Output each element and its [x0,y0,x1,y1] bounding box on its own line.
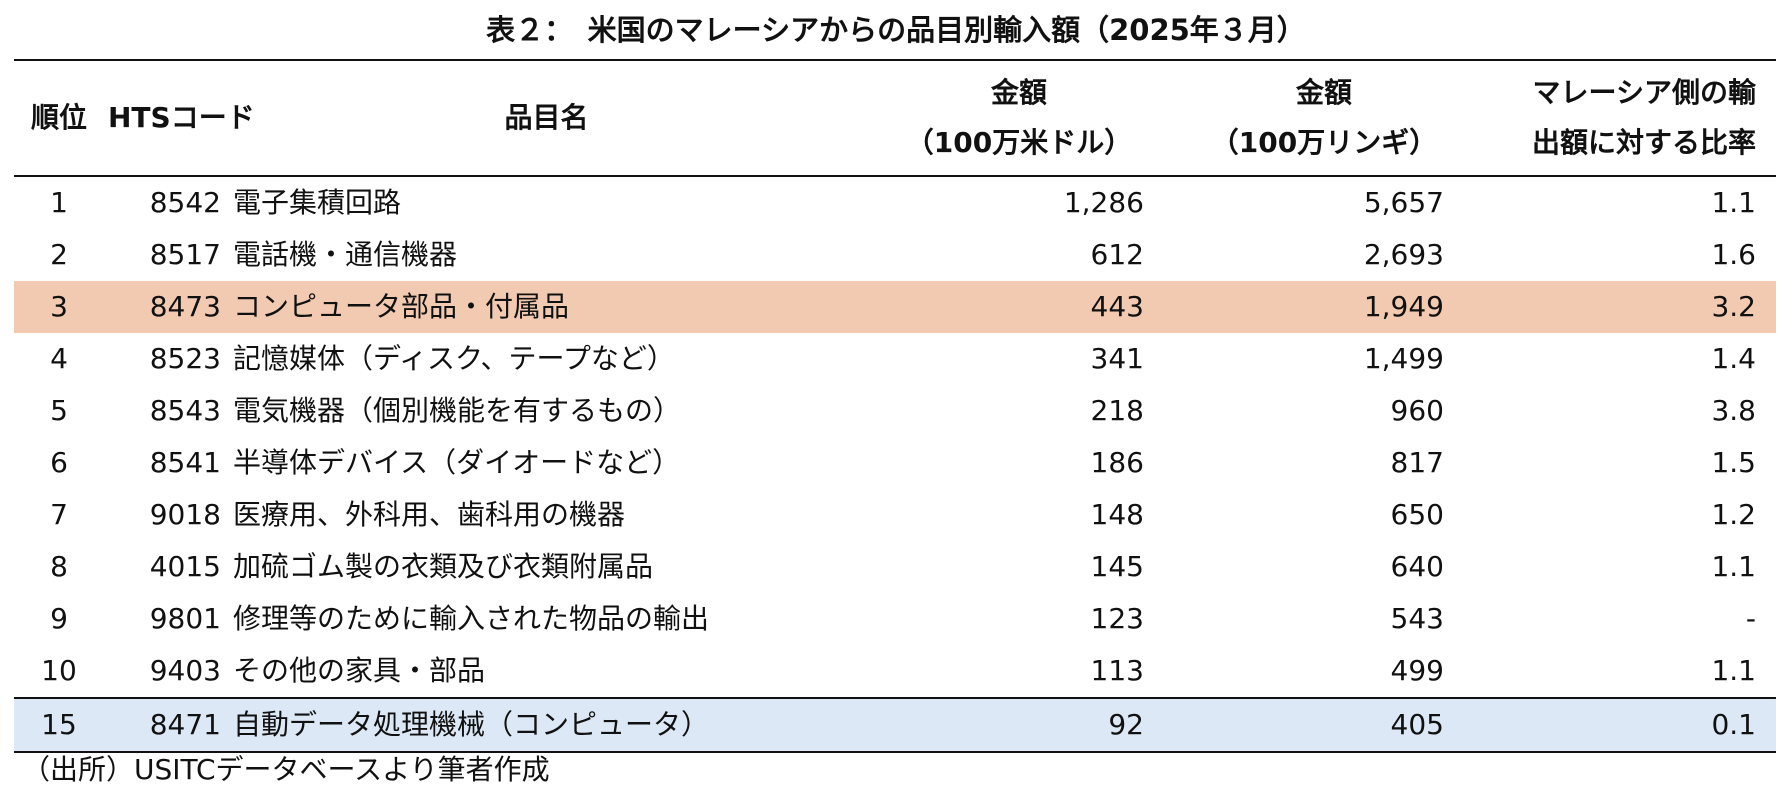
cell-item-name: 医療用、外科用、歯科用の機器 [233,498,626,531]
cell-amount-myr: 1,949 [1174,281,1474,333]
cell-item-name: 自動データ処理機械（コンピュータ） [229,697,864,753]
header-export-ratio-line1: マレーシア側の輸 [1532,76,1756,109]
cell-amount-myr: 5,657 [1363,186,1444,219]
header-rank: 順位 [14,59,104,177]
cell-amount-usd: 145 [1090,550,1144,583]
table-row: 7 9018 医療用、外科用、歯科用の機器 148 650 1.2 [14,489,1776,541]
header-amount-myr: 金額 （100万リンギ） [1174,59,1474,177]
cell-item-name: 電話機・通信機器 [233,238,458,271]
cell-amount-myr: 1,499 [1363,342,1444,375]
header-export-ratio: マレーシア側の輸 出額に対する比率 [1474,59,1776,177]
table-row: 10 9403 その他の家具・部品 113 499 1.1 [14,645,1776,698]
cell-rank: 5 [50,394,68,427]
cell-rank: 4 [50,342,68,375]
cell-amount-myr: 650 [1390,498,1444,531]
cell-rank: 6 [50,446,68,479]
cell-hts-code: 8541 [149,446,221,479]
cell-rank: 15 [14,697,104,753]
cell-export-ratio: 1.1 [1711,654,1756,687]
cell-rank: 8 [50,550,68,583]
table-title: 表２： 米国のマレーシアからの品目別輸入額（2025年３月） [486,13,1306,47]
cell-rank: 10 [41,654,77,687]
cell-amount-usd: 1,286 [1063,186,1144,219]
cell-amount-usd: 612 [1090,238,1144,271]
cell-item-name: 電子集積回路 [233,186,402,219]
header-row: 順位 HTSコード 品目名 金額 （100万米ドル） 金額 （100万リンギ） … [14,59,1776,177]
table-row: 9 9801 修理等のために輸入された物品の輸出 123 543 - [14,593,1776,645]
cell-hts-code: 8517 [149,238,221,271]
cell-item-name: 修理等のために輸入された物品の輸出 [233,602,710,635]
cell-rank: 7 [50,498,68,531]
cell-export-ratio: 3.2 [1474,281,1776,333]
header-amount-myr-line2: （100万リンギ） [1210,126,1438,159]
cell-export-ratio: 1.1 [1711,550,1756,583]
cell-hts-code: 9801 [149,602,221,635]
cell-amount-usd: 123 [1090,602,1144,635]
cell-amount-usd: 92 [864,697,1174,753]
cell-amount-usd: 186 [1090,446,1144,479]
cell-export-ratio: - [1745,602,1756,635]
cell-export-ratio: 1.2 [1711,498,1756,531]
cell-item-name: コンピュータ部品・付属品 [229,281,864,333]
cell-item-name: 加硫ゴム製の衣類及び衣類附属品 [233,550,654,583]
cell-export-ratio: 1.5 [1711,446,1756,479]
cell-amount-myr: 543 [1390,602,1444,635]
table-container: 順位 HTSコード 品目名 金額 （100万米ドル） 金額 （100万リンギ） … [14,59,1776,753]
import-table: 順位 HTSコード 品目名 金額 （100万米ドル） 金額 （100万リンギ） … [14,59,1776,753]
cell-amount-usd: 113 [1090,654,1144,687]
header-export-ratio-line2: 出額に対する比率 [1531,126,1756,159]
cell-export-ratio: 3.8 [1711,394,1756,427]
cell-amount-usd: 218 [1090,394,1144,427]
header-hts-code: HTSコード [104,59,255,177]
cell-export-ratio: 1.4 [1711,342,1756,375]
cell-amount-myr: 640 [1390,550,1444,583]
cell-hts-code: 8542 [149,186,221,219]
table-row: 2 8517 電話機・通信機器 612 2,693 1.6 [14,229,1776,281]
header-amount-usd-line1: 金額 [990,76,1047,109]
table-row-highlighted: 15 8471 自動データ処理機械（コンピュータ） 92 405 0.1 [14,697,1776,753]
table-body: 1 8542 電子集積回路 1,286 5,657 1.1 2 8517 電話機… [14,176,1776,753]
cell-export-ratio: 0.1 [1474,697,1776,753]
table-row: 4 8523 記憶媒体（ディスク、テープなど） 341 1,499 1.4 [14,333,1776,385]
cell-item-name: 電気機器（個別機能を有するもの） [233,394,682,427]
cell-amount-usd: 148 [1090,498,1144,531]
cell-rank: 2 [50,238,68,271]
cell-export-ratio: 1.1 [1711,186,1756,219]
cell-hts-code: 9403 [149,654,221,687]
table-row-highlighted: 3 8473 コンピュータ部品・付属品 443 1,949 3.2 [14,281,1776,333]
cell-amount-myr: 2,693 [1363,238,1444,271]
cell-hts-code: 4015 [149,550,221,583]
cell-hts-code: 9018 [149,498,221,531]
table-row: 5 8543 電気機器（個別機能を有するもの） 218 960 3.8 [14,385,1776,437]
header-amount-usd: 金額 （100万米ドル） [864,59,1174,177]
cell-amount-usd: 443 [864,281,1174,333]
cell-item-name: その他の家具・部品 [233,654,486,687]
source-note: （出所）USITCデータベースより筆者作成 [22,753,550,786]
cell-hts-code: 8543 [149,394,221,427]
cell-export-ratio: 1.6 [1711,238,1756,271]
header-amount-myr-line1: 金額 [1295,76,1352,109]
table-header: 順位 HTSコード 品目名 金額 （100万米ドル） 金額 （100万リンギ） … [14,59,1776,177]
cell-item-name: 半導体デバイス（ダイオードなど） [233,446,681,479]
cell-hts-code: 8523 [149,342,221,375]
cell-amount-myr: 405 [1174,697,1474,753]
cell-rank: 1 [50,186,68,219]
cell-amount-myr: 817 [1390,446,1444,479]
table-row: 1 8542 電子集積回路 1,286 5,657 1.1 [14,176,1776,229]
header-item-name: 品目名 [229,59,864,177]
cell-amount-myr: 960 [1390,394,1444,427]
cell-amount-usd: 341 [1090,342,1144,375]
cell-hts-code: 8473 [104,281,229,333]
cell-item-name: 記憶媒体（ディスク、テープなど） [233,342,675,375]
cell-hts-code: 8471 [104,697,229,753]
table-row: 8 4015 加硫ゴム製の衣類及び衣類附属品 145 640 1.1 [14,541,1776,593]
cell-rank: 9 [50,602,68,635]
cell-amount-myr: 499 [1390,654,1444,687]
table-row: 6 8541 半導体デバイス（ダイオードなど） 186 817 1.5 [14,437,1776,489]
header-amount-usd-line2: （100万米ドル） [905,126,1133,159]
cell-rank: 3 [14,281,104,333]
